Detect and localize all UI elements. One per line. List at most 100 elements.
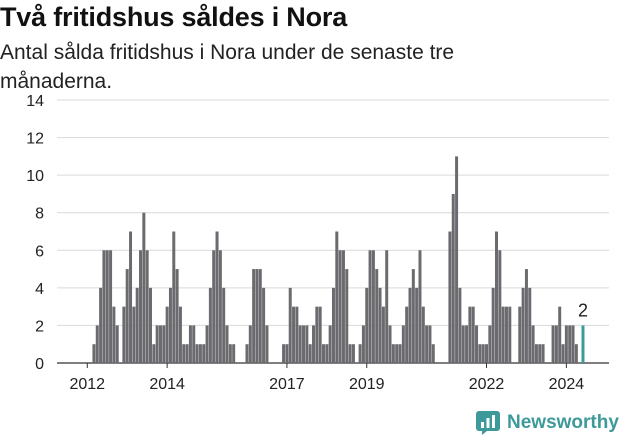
bar (308, 344, 312, 363)
latest-value-label: 2 (578, 300, 588, 320)
bar (551, 325, 555, 363)
bar (561, 344, 565, 363)
bar (568, 325, 572, 363)
bar (405, 306, 409, 363)
bar (95, 325, 99, 363)
bar (471, 306, 475, 363)
bar (431, 344, 435, 363)
bar (255, 269, 259, 363)
y-tick-label: 14 (26, 93, 44, 110)
bar (428, 325, 432, 363)
bar (222, 287, 226, 363)
bar (312, 325, 316, 363)
bar (302, 325, 306, 363)
bar (338, 250, 342, 363)
bar (172, 231, 176, 363)
bar (335, 231, 339, 363)
bar (418, 250, 422, 363)
bar (348, 344, 352, 363)
bar (385, 250, 389, 363)
x-tick-label: 2022 (469, 376, 505, 393)
bar (142, 212, 146, 363)
bar (129, 231, 133, 363)
bar (318, 306, 322, 363)
bar (451, 193, 455, 363)
bar (145, 250, 149, 363)
y-tick-label: 0 (35, 356, 44, 373)
bar (188, 325, 192, 363)
bar (351, 344, 355, 363)
bar (102, 250, 106, 363)
bar (162, 325, 166, 363)
bar (265, 325, 269, 363)
bar (328, 325, 332, 363)
bar (425, 325, 429, 363)
newsworthy-logo-icon (476, 411, 500, 435)
bar (202, 344, 206, 363)
bar (524, 269, 528, 363)
bar (485, 344, 489, 363)
bar (322, 344, 325, 363)
bar (149, 287, 152, 363)
x-tick-label: 2014 (149, 376, 185, 393)
bar (518, 306, 522, 363)
bar (574, 344, 578, 363)
bar (421, 306, 425, 363)
bar (109, 250, 113, 363)
bar (381, 306, 385, 363)
bar (178, 306, 182, 363)
bar (491, 287, 495, 363)
bar (448, 231, 452, 363)
bar (152, 344, 156, 363)
bar (298, 325, 302, 363)
bar (232, 344, 236, 363)
bar (325, 344, 329, 363)
bar (558, 306, 562, 363)
y-tick-label: 4 (35, 281, 44, 298)
bar (182, 344, 186, 363)
bar (135, 287, 139, 363)
bar (358, 344, 362, 363)
bar (534, 344, 538, 363)
bar (458, 287, 462, 363)
bar (541, 344, 545, 363)
bar (398, 344, 402, 363)
bar (205, 325, 209, 363)
bar (455, 156, 459, 363)
y-tick-label: 12 (26, 131, 44, 148)
bar (488, 325, 492, 363)
chart-title: Två fritidshus såldes i Nora (0, 2, 348, 32)
bar (395, 344, 399, 363)
bar (228, 344, 232, 363)
bar (498, 250, 502, 363)
bar (415, 287, 419, 363)
bar (288, 287, 292, 363)
bar (501, 306, 505, 363)
x-tick-label: 2017 (269, 376, 305, 393)
bar (185, 344, 189, 363)
bar (315, 306, 319, 363)
bar (155, 325, 159, 363)
bar (345, 269, 349, 363)
bar (305, 325, 309, 363)
bar (208, 287, 212, 363)
bar (295, 306, 299, 363)
bar (139, 250, 143, 363)
brand-name: Newsworthy (507, 412, 619, 433)
bar (528, 287, 532, 363)
bar (158, 325, 162, 363)
bar (105, 250, 109, 363)
bar (168, 287, 172, 363)
bar (368, 250, 372, 363)
newsworthy-logo[interactable]: Newsworthy (476, 408, 619, 438)
bar (361, 325, 365, 363)
bar (468, 306, 472, 363)
bar (481, 344, 485, 363)
bar (341, 250, 345, 363)
bar (248, 325, 252, 363)
bar (521, 287, 525, 363)
bar (285, 344, 289, 363)
y-tick-label: 6 (35, 243, 44, 260)
bar (504, 306, 508, 363)
bar (125, 269, 129, 363)
